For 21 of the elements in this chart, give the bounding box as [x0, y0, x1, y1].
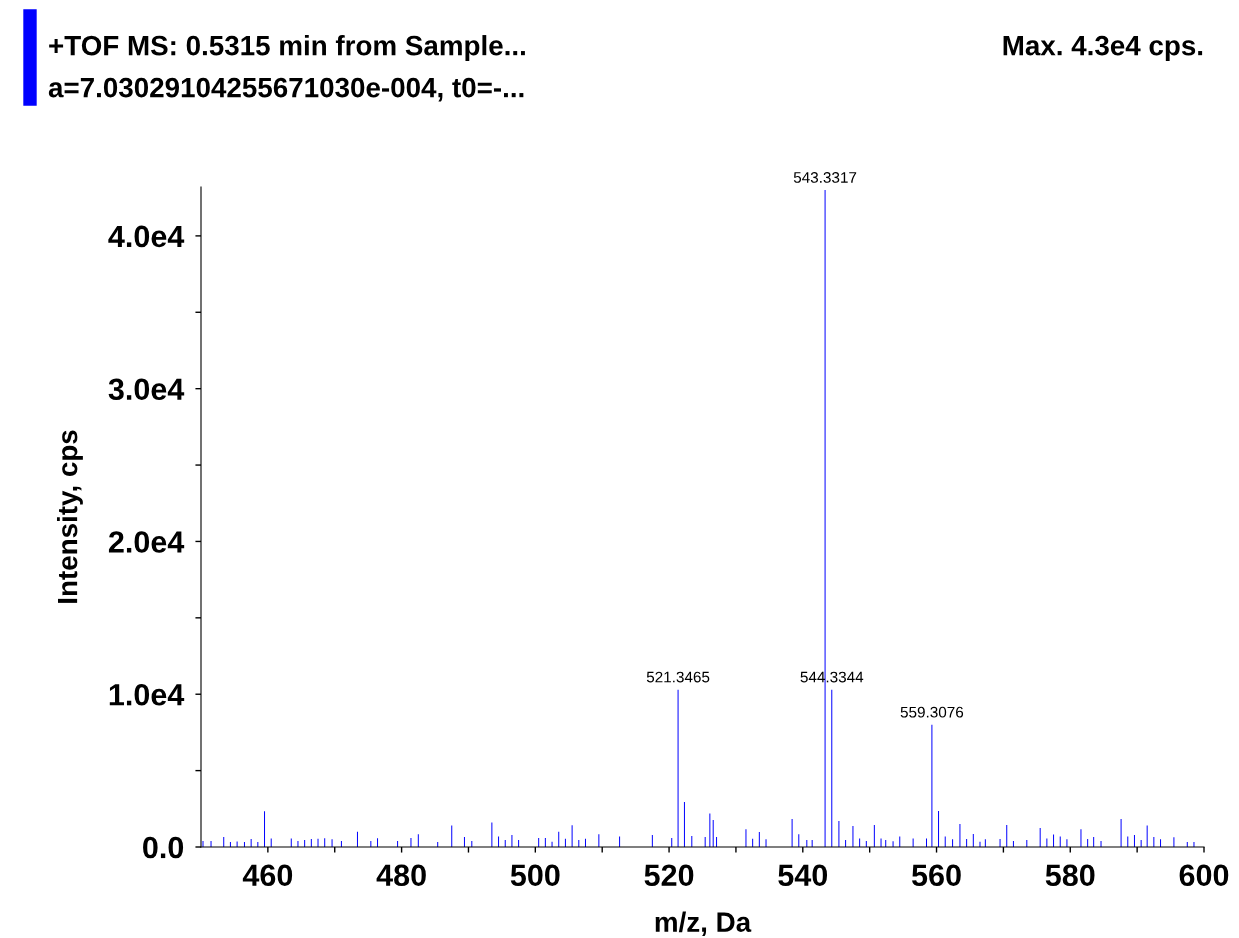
x-tick-label: 520: [644, 864, 694, 887]
chart-subtitle: a=7.03029104255671030e-004, t0=-...: [48, 77, 524, 102]
annotation: 559.3076: [900, 706, 964, 718]
x-tick-label: 560: [911, 864, 961, 887]
text: Max. 4.3e4 cps.: [1003, 35, 1203, 61]
annotation: 521.3465: [646, 671, 710, 683]
x-tick-label: 600: [1179, 864, 1229, 887]
x-tick-label: 480: [376, 864, 426, 887]
y-tick-label: 3.0e4: [108, 378, 185, 401]
y-tick-label: 2.0e4: [108, 531, 185, 553]
chart-title: +TOF MS: 0.5315 min from Sample...: [49, 35, 525, 61]
x-tick-label: 460: [242, 864, 293, 887]
y-tick-label: 1.0e4: [109, 683, 185, 706]
y-tick-label: 0.0: [143, 836, 184, 859]
x-tick-label: 580: [1045, 864, 1095, 887]
y-axis-title: Intensity, cps: [56, 430, 83, 603]
annotation: 543.3317: [793, 172, 857, 183]
x-tick-label: 500: [510, 864, 560, 887]
x-axis-title: m/z, Da: [655, 911, 752, 937]
x-tick-label: 540: [778, 864, 828, 887]
y-tick-label: 4.0e4: [108, 225, 185, 248]
